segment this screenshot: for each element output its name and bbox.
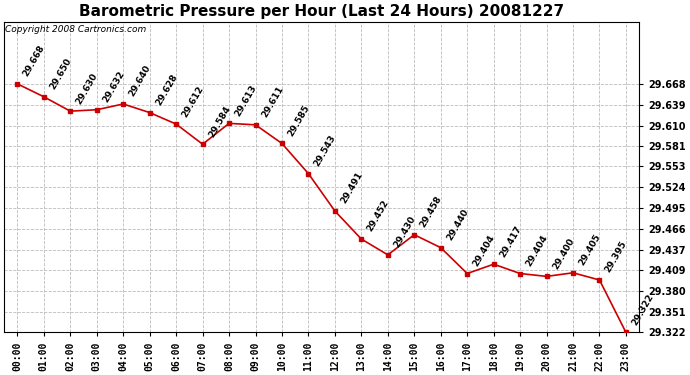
Text: 29.417: 29.417 (497, 224, 523, 259)
Title: Barometric Pressure per Hour (Last 24 Hours) 20081227: Barometric Pressure per Hour (Last 24 Ho… (79, 4, 564, 19)
Text: 29.612: 29.612 (180, 84, 206, 118)
Text: Copyright 2008 Cartronics.com: Copyright 2008 Cartronics.com (6, 25, 147, 34)
Text: 29.584: 29.584 (207, 104, 232, 139)
Text: 29.395: 29.395 (604, 240, 629, 274)
Text: 29.440: 29.440 (445, 207, 470, 242)
Text: 29.630: 29.630 (75, 71, 99, 106)
Text: 29.430: 29.430 (392, 215, 417, 249)
Text: 29.585: 29.585 (286, 104, 311, 138)
Text: 29.452: 29.452 (366, 199, 391, 234)
Text: 29.404: 29.404 (471, 233, 497, 268)
Text: 29.405: 29.405 (578, 232, 602, 267)
Text: 29.322: 29.322 (630, 292, 656, 327)
Text: 29.650: 29.650 (48, 57, 73, 91)
Text: 29.400: 29.400 (551, 236, 576, 271)
Text: 29.668: 29.668 (21, 44, 47, 78)
Text: 29.632: 29.632 (101, 70, 126, 104)
Text: 29.611: 29.611 (259, 85, 285, 119)
Text: 29.628: 29.628 (154, 72, 179, 107)
Text: 29.640: 29.640 (128, 64, 152, 98)
Text: 29.458: 29.458 (418, 195, 444, 229)
Text: 29.404: 29.404 (524, 233, 549, 268)
Text: 29.491: 29.491 (339, 171, 364, 206)
Text: 29.613: 29.613 (233, 83, 258, 118)
Text: 29.543: 29.543 (313, 134, 338, 168)
